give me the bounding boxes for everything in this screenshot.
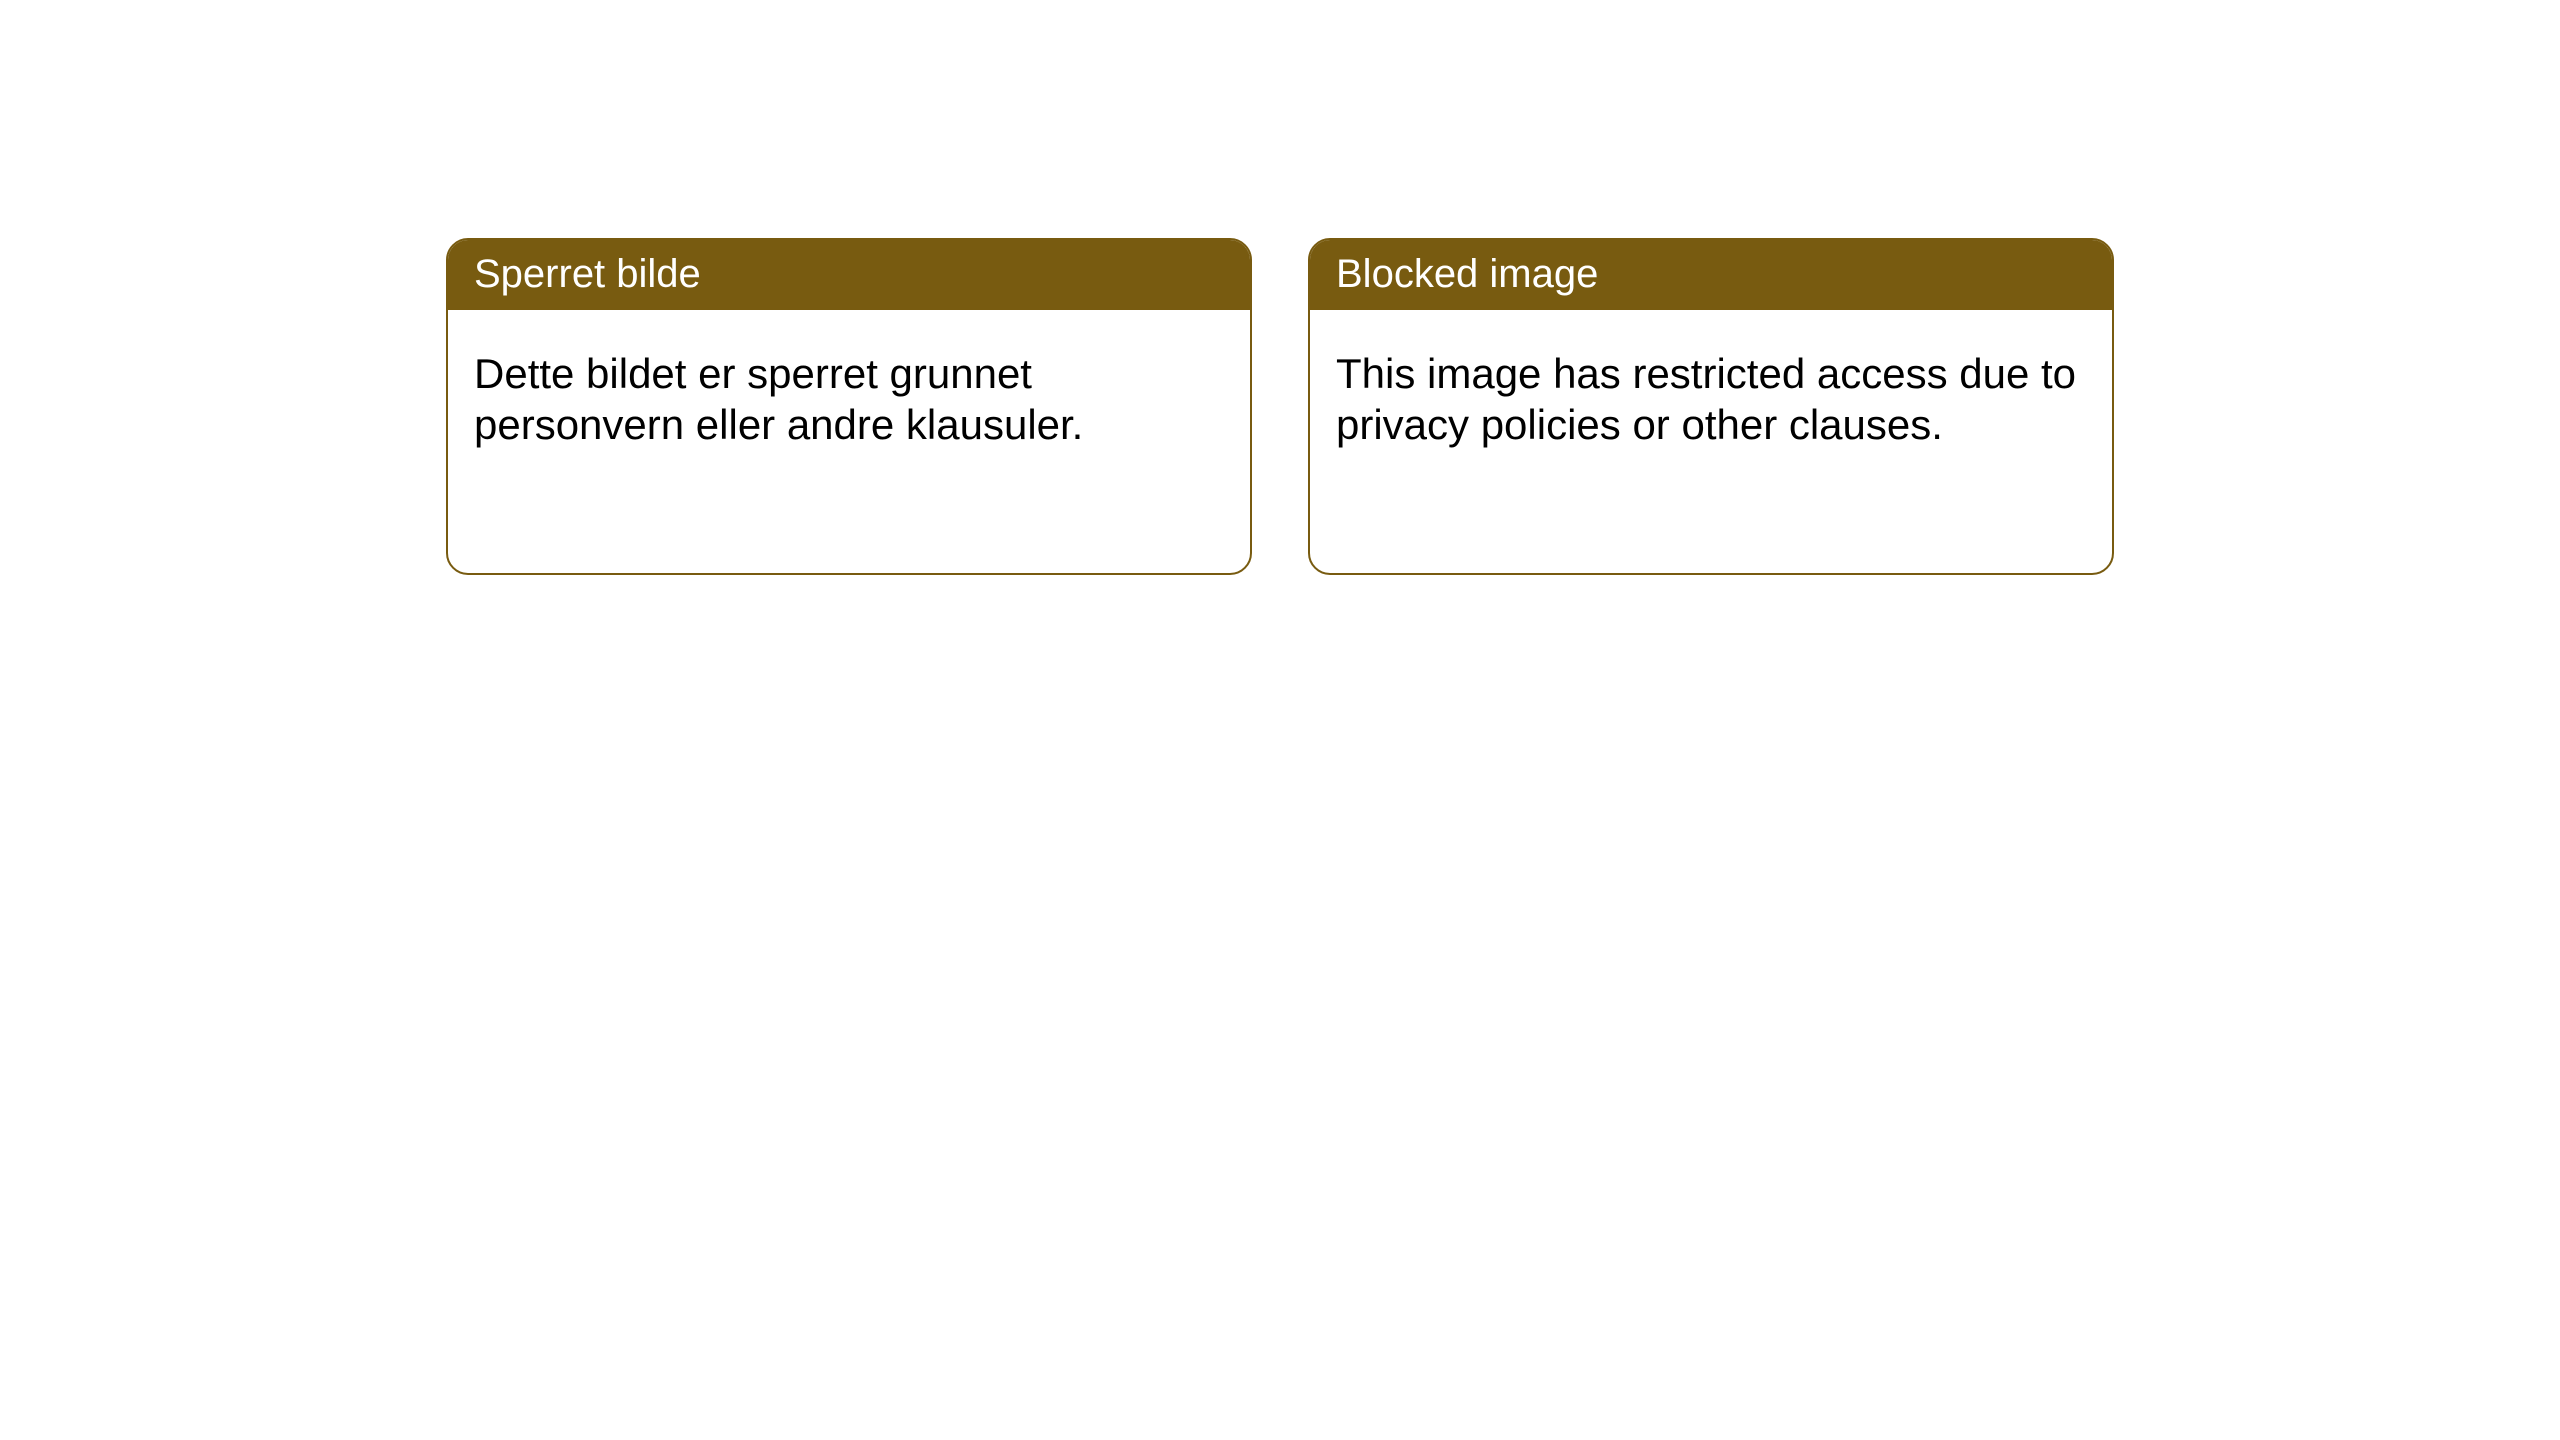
card-body: This image has restricted access due to … <box>1310 310 2112 476</box>
notice-card-english: Blocked image This image has restricted … <box>1308 238 2114 575</box>
card-title: Sperret bilde <box>474 252 701 296</box>
card-body-text: Dette bildet er sperret grunnet personve… <box>474 350 1083 448</box>
card-title: Blocked image <box>1336 252 1598 296</box>
notice-container: Sperret bilde Dette bildet er sperret gr… <box>446 238 2114 575</box>
card-body-text: This image has restricted access due to … <box>1336 350 2076 448</box>
card-header: Sperret bilde <box>448 240 1250 310</box>
card-header: Blocked image <box>1310 240 2112 310</box>
notice-card-norwegian: Sperret bilde Dette bildet er sperret gr… <box>446 238 1252 575</box>
card-body: Dette bildet er sperret grunnet personve… <box>448 310 1250 476</box>
